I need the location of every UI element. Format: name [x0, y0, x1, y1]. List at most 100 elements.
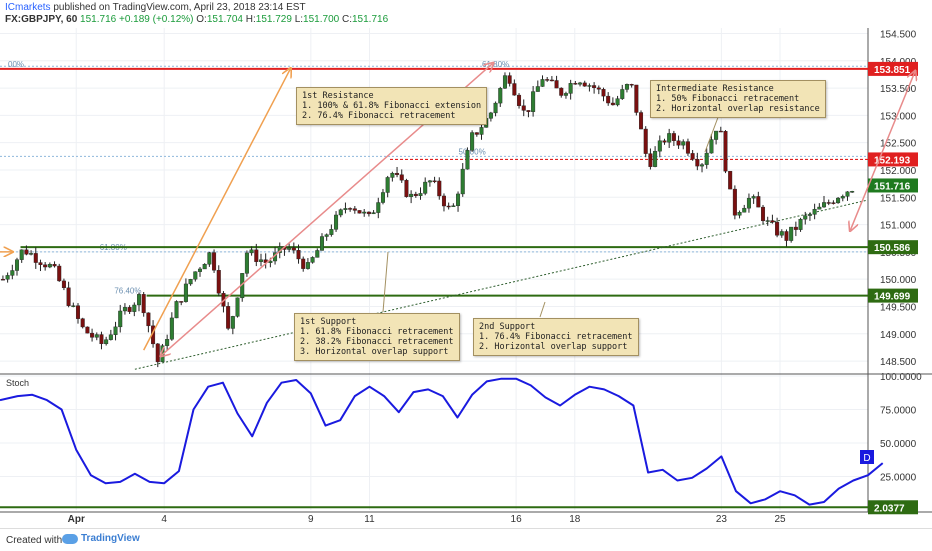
candle-body	[207, 252, 212, 265]
candle	[395, 166, 400, 178]
candle-body	[343, 208, 348, 210]
candle	[554, 75, 559, 89]
candle-body	[174, 301, 179, 319]
candle	[615, 95, 620, 107]
candle-body	[287, 247, 292, 250]
candle	[812, 203, 817, 220]
candle	[24, 245, 29, 256]
low-value: 151.700	[303, 14, 340, 25]
candle	[146, 312, 151, 333]
candle	[202, 263, 207, 270]
candle	[338, 208, 343, 218]
candle	[709, 134, 714, 154]
candle-body	[127, 307, 132, 312]
candle-body	[0, 278, 5, 281]
candle	[57, 263, 62, 282]
time-tick-label: 25	[774, 514, 786, 525]
candle-body	[169, 317, 174, 340]
candle	[470, 130, 475, 152]
candle-body	[704, 152, 709, 165]
candle	[132, 302, 137, 317]
publisher-brand[interactable]: ICmarkets	[5, 2, 51, 13]
candle	[493, 101, 498, 117]
candle	[517, 93, 522, 109]
candle-body	[488, 112, 493, 119]
candle-body	[807, 214, 812, 216]
candle	[61, 278, 66, 291]
candle	[179, 301, 184, 306]
candle-body	[761, 206, 766, 222]
candle-body	[305, 262, 310, 269]
candle-body	[427, 180, 432, 183]
candle-body	[90, 332, 95, 338]
stoch-label: Stoch	[6, 378, 29, 388]
candle-body	[559, 87, 564, 96]
candle-body	[146, 312, 151, 327]
candle-body	[15, 259, 20, 271]
candle	[451, 203, 456, 207]
candle	[531, 86, 536, 117]
candle-body	[732, 188, 737, 216]
candle-body	[474, 132, 479, 135]
candle	[404, 178, 409, 198]
candle-body	[620, 89, 625, 99]
candle-body	[587, 85, 592, 87]
candle-body	[216, 270, 221, 294]
candle	[667, 128, 672, 148]
candle	[212, 249, 217, 273]
candle-body	[831, 202, 836, 204]
candle	[681, 139, 686, 150]
time-tick-label: 23	[716, 514, 728, 525]
price-tick-label: 150.000	[880, 275, 917, 286]
candle-body	[230, 316, 235, 329]
candle	[502, 72, 507, 89]
candle	[230, 315, 235, 335]
candle-body	[779, 231, 784, 236]
candle	[90, 328, 95, 342]
candle	[5, 272, 10, 283]
intermediate-resistance-note: Intermediate Resistance 1. 50% Fibonacci…	[650, 80, 826, 118]
tradingview-logo[interactable]: TradingView	[62, 533, 140, 544]
candle-body	[43, 264, 48, 268]
candle-body	[104, 339, 109, 345]
candle-body	[258, 259, 263, 262]
candle	[770, 214, 775, 224]
fib-label: 00%	[8, 60, 24, 69]
candle	[845, 191, 850, 201]
close-label: C:	[341, 14, 352, 25]
candle-body	[624, 84, 629, 90]
candle	[456, 191, 461, 212]
candle-body	[690, 153, 695, 160]
last-price: 151.716	[80, 14, 117, 25]
price-tick-label: 153.500	[880, 84, 917, 95]
candle-body	[52, 264, 57, 267]
candle-body	[718, 130, 723, 133]
candle-body	[296, 250, 301, 260]
stoch-line	[0, 377, 884, 506]
candle	[662, 138, 667, 145]
candle-body	[578, 82, 583, 85]
price-tick-label: 149.500	[880, 302, 917, 313]
published-note: published on TradingView.com, April 23, …	[53, 2, 306, 13]
candle-body	[413, 193, 418, 196]
candle-body	[521, 105, 526, 111]
candle	[521, 99, 526, 117]
candle-body	[226, 306, 231, 329]
price-chart[interactable]: 154.500154.000153.500153.000152.500152.0…	[0, 0, 932, 528]
candle-body	[812, 208, 817, 215]
candle-body	[404, 180, 409, 197]
candle	[624, 83, 629, 93]
candle-body	[33, 253, 38, 263]
candle	[244, 250, 249, 277]
candle-body	[94, 334, 99, 338]
stoch-badge	[860, 450, 874, 464]
candle	[366, 211, 371, 217]
candle	[822, 195, 827, 208]
candle	[507, 72, 512, 87]
candle-body	[582, 82, 587, 87]
candle	[118, 304, 123, 333]
candle-body	[244, 252, 249, 274]
candle-body	[695, 159, 700, 167]
candle-body	[66, 287, 71, 306]
candle	[348, 207, 353, 212]
